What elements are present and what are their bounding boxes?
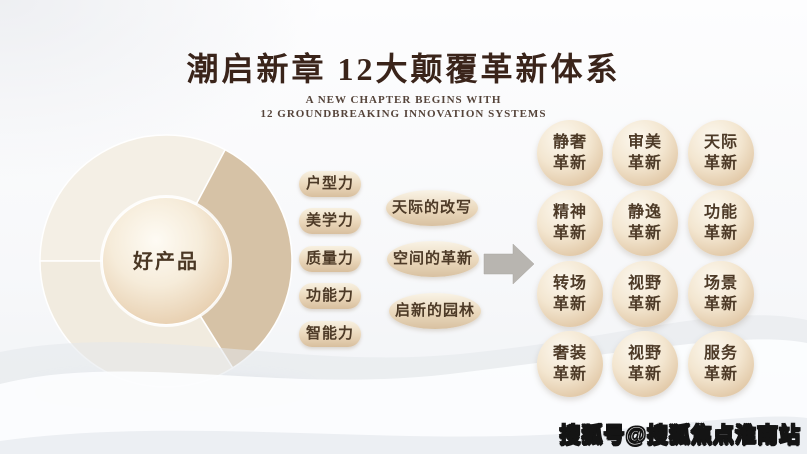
innovation-line2: 革新	[627, 225, 662, 242]
innovation-line2: 革新	[703, 366, 738, 383]
innovation-circle: 场景 革新	[688, 261, 754, 327]
flow-arrow-icon	[483, 243, 535, 285]
innovation-circle: 静奢 革新	[537, 120, 603, 186]
innovation-circle: 天际 革新	[688, 120, 754, 186]
innovation-line1: 天际	[703, 134, 738, 151]
innovation-line2: 革新	[552, 296, 587, 313]
capability-pill-gongneng: 功能力	[299, 283, 361, 309]
innovation-circle: 审美 革新	[612, 120, 678, 186]
innovation-line2: 革新	[627, 155, 662, 172]
innovation-line1: 静奢	[552, 134, 587, 151]
capability-pill-huxing: 户型力	[299, 171, 361, 197]
innovation-line1: 场景	[703, 275, 738, 292]
background-wave-silk	[0, 339, 807, 454]
innovation-line2: 革新	[627, 366, 662, 383]
innovation-line1: 奢装	[552, 345, 587, 362]
subtitle-line-2: 12 GROUNDBREAKING INNOVATION SYSTEMS	[260, 108, 547, 120]
innovation-circle: 视野 革新	[612, 331, 678, 397]
innovation-line2: 革新	[552, 366, 587, 383]
background-wave-lower	[0, 416, 807, 454]
capability-pill-zhineng: 智能力	[299, 321, 361, 347]
capability-pill-meixue: 美学力	[299, 208, 361, 234]
subtitle-line-1: A NEW CHAPTER BEGINS WITH	[305, 94, 502, 106]
innovation-line1: 转场	[552, 275, 587, 292]
donut-center-ring	[100, 195, 232, 327]
watermark: 搜狐号@搜狐焦点淮南站	[559, 424, 801, 448]
innovation-line2: 革新	[552, 225, 587, 242]
theme-oval-skyline: 天际的改写	[386, 190, 478, 226]
innovation-line1: 精神	[552, 204, 587, 221]
innovation-circle: 转场 革新	[537, 261, 603, 327]
innovation-circle: 静逸 革新	[612, 190, 678, 256]
innovation-line1: 功能	[703, 204, 738, 221]
innovation-line1: 静逸	[627, 204, 662, 221]
innovation-line1: 视野	[627, 345, 662, 362]
page-subtitle: A NEW CHAPTER BEGINS WITH 12 GROUNDBREAK…	[0, 93, 807, 121]
innovation-circle: 视野 革新	[612, 261, 678, 327]
innovation-line2: 革新	[627, 296, 662, 313]
theme-oval-space: 空间的革新	[387, 241, 479, 277]
innovation-line2: 革新	[703, 296, 738, 313]
innovation-line1: 审美	[627, 134, 662, 151]
innovation-line2: 革新	[703, 155, 738, 172]
innovation-circle: 精神 革新	[537, 190, 603, 256]
innovation-circle: 服务 革新	[688, 331, 754, 397]
innovation-circle: 功能 革新	[688, 190, 754, 256]
donut-center-label: 好产品	[132, 249, 199, 273]
capability-pill-zhiliang: 质量力	[299, 246, 361, 272]
theme-oval-garden: 启新的园林	[389, 293, 481, 329]
innovation-line1: 视野	[627, 275, 662, 292]
innovation-line1: 服务	[703, 345, 738, 362]
innovation-line2: 革新	[552, 155, 587, 172]
innovation-circle: 奢装 革新	[537, 331, 603, 397]
page-title: 潮启新章 12大颠覆革新体系	[186, 51, 621, 87]
innovation-line2: 革新	[703, 225, 738, 242]
donut-segment-light-top	[39, 134, 227, 262]
donut-center	[103, 198, 229, 324]
